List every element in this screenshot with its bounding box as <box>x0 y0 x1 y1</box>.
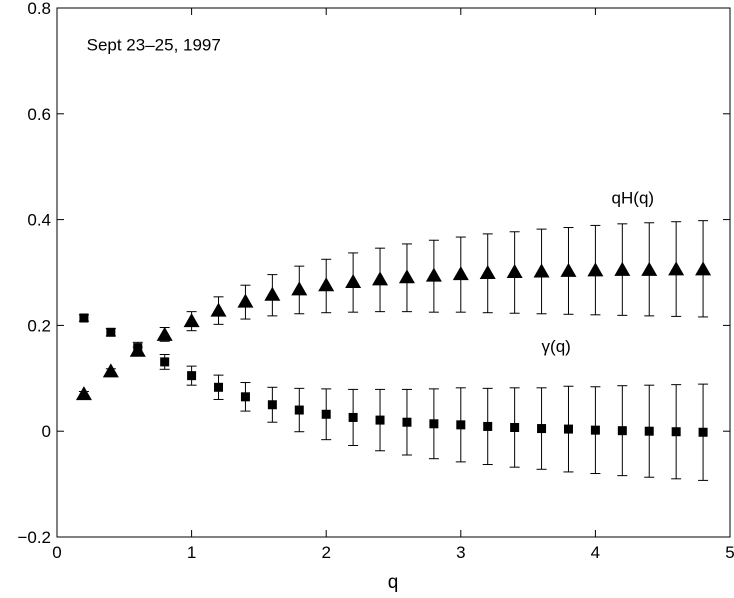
square-point <box>79 313 89 323</box>
triangle-point <box>102 363 119 378</box>
qhq-annotation: qH(q) <box>612 189 655 208</box>
x-axis-label: q <box>388 572 399 593</box>
triangle-point <box>425 267 442 282</box>
triangle-point <box>479 265 496 280</box>
triangle-point <box>264 286 281 301</box>
square-point <box>698 427 708 437</box>
square-point <box>510 422 520 432</box>
square-point <box>240 392 250 402</box>
x-tick-label: 0 <box>52 543 61 562</box>
square-point <box>483 421 493 431</box>
square-point <box>644 426 654 436</box>
square-point <box>348 412 358 422</box>
square-point <box>160 357 170 367</box>
square-point <box>590 425 600 435</box>
x-tick-label: 3 <box>456 543 465 562</box>
y-tick-label: 0.2 <box>27 316 51 335</box>
x-tick-label: 1 <box>187 543 196 562</box>
triangle-point <box>291 281 308 296</box>
y-tick-label: 0.4 <box>27 211 51 230</box>
x-tick-label: 2 <box>321 543 330 562</box>
square-point <box>429 419 439 429</box>
triangle-point <box>560 262 577 277</box>
square-point <box>617 426 627 436</box>
triangle-point <box>237 293 254 308</box>
square-point <box>563 424 573 434</box>
triangle-point <box>668 261 685 276</box>
square-point <box>267 400 277 410</box>
square-point <box>106 327 116 337</box>
square-point <box>671 427 681 437</box>
triangle-point <box>210 302 227 317</box>
y-tick-label: 0.6 <box>27 105 51 124</box>
square-point <box>402 417 412 427</box>
triangle-point <box>398 269 415 284</box>
square-point <box>294 405 304 415</box>
y-tick-label: 0 <box>42 422 51 441</box>
triangle-point <box>587 262 604 277</box>
axis-ticks <box>56 7 731 538</box>
x-tick-label: 4 <box>591 543 600 562</box>
plot-frame <box>56 7 731 538</box>
triangle-point <box>372 271 389 286</box>
triangle-point <box>156 326 173 341</box>
square-point <box>537 424 547 434</box>
error-bars <box>78 220 709 481</box>
date-annotation: Sept 23–25, 1997 <box>87 35 221 54</box>
triangle-point <box>318 277 335 292</box>
triangle-point <box>506 263 523 278</box>
square-point <box>133 343 143 353</box>
triangle-point <box>75 386 92 401</box>
y-tick-label: −0.2 <box>17 528 51 547</box>
triangle-point <box>452 266 469 281</box>
triangle-point <box>695 261 712 276</box>
square-point <box>187 371 197 381</box>
x-tick-label: 5 <box>725 543 734 562</box>
triangle-point <box>614 261 631 276</box>
axis-tick-labels: 0 1 2 3 4 5−0.200.20.40.60.8 <box>17 0 734 562</box>
triangle-point <box>345 274 362 289</box>
square-point <box>375 415 385 425</box>
triangle-point <box>533 263 550 278</box>
square-point <box>456 420 466 430</box>
annotations: Sept 23–25, 1997 qH(q) γ(q) <box>87 35 654 356</box>
square-point <box>321 409 331 419</box>
triangle-point <box>183 313 200 328</box>
y-tick-label: 0.8 <box>27 0 51 18</box>
triangle-point <box>641 261 658 276</box>
gamma-annotation: γ(q) <box>542 337 571 356</box>
data-markers <box>75 261 712 437</box>
square-point <box>214 382 224 392</box>
